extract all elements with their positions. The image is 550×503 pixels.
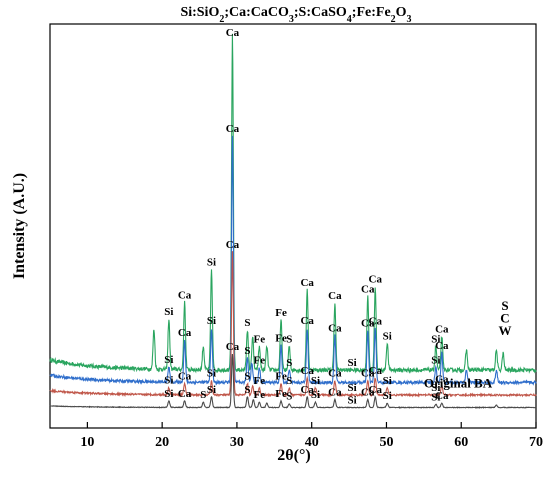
x-tick-label: 10 (80, 435, 94, 450)
peak-label: Si (207, 384, 216, 396)
series-name-label: W (499, 323, 512, 338)
series-name-label: S (501, 298, 508, 313)
peak-label: Ca (361, 318, 375, 330)
peak-label: Ca (369, 315, 383, 327)
peak-label: Si (207, 368, 216, 380)
peak-label: Si (431, 334, 440, 346)
peak-label: Si (164, 354, 173, 366)
peak-label: Fe (254, 355, 266, 367)
peak-label: Ca (300, 315, 314, 327)
peak-label: Si (164, 375, 173, 387)
peak-label: Ca (369, 365, 383, 377)
peak-label: Ca (361, 368, 375, 380)
y-axis-label: Intensity (A.U.) (11, 173, 28, 279)
peak-label: Si (164, 388, 173, 400)
peak-label: Si (431, 355, 440, 367)
peak-label: Ca (178, 327, 192, 339)
x-tick-label: 30 (230, 435, 244, 450)
peak-label: Fe (275, 388, 287, 400)
peak-label: Ca (226, 27, 240, 39)
peak-label: Ca (300, 384, 314, 396)
peak-label: Ca (300, 277, 314, 289)
peak-label: Ca (178, 370, 192, 382)
peak-label: S (200, 389, 206, 401)
peak-label: Si (164, 306, 173, 318)
peak-label: S (286, 391, 292, 403)
peak-label: Ca (328, 386, 342, 398)
peak-label: Fe (275, 371, 287, 383)
series-name-label: C (500, 311, 509, 326)
peak-label: Ca (226, 239, 240, 251)
peak-label: Ca (328, 290, 342, 302)
peak-label: Si (383, 375, 392, 387)
peak-label: Ca (300, 365, 314, 377)
peak-label: Ca (435, 324, 449, 336)
peak-label: Ca (328, 368, 342, 380)
series-line-original-ba (49, 353, 537, 409)
peak-label: Si (347, 382, 356, 394)
x-axis-label: 2θ(°) (277, 447, 310, 464)
peak-label: Si (207, 257, 216, 269)
x-tick-label: 50 (379, 435, 393, 450)
peak-label: S (244, 345, 250, 357)
peak-label: Ca (369, 273, 383, 285)
peak-label: Fe (254, 334, 266, 346)
peak-label: S (286, 357, 292, 369)
x-axis: 10 20 30 40 50 60 70 (80, 422, 543, 450)
peak-label: Si (207, 315, 216, 327)
peak-label: Ca (226, 341, 240, 353)
x-tick-label: 20 (155, 435, 169, 450)
x-tick-label: 60 (454, 435, 468, 450)
x-tick-label: 70 (529, 435, 543, 450)
peak-label: S (286, 375, 292, 387)
chart-title: Si:SiO2;Ca:CaCO3;S:CaSO4;Fe:Fe2O3 (180, 5, 411, 25)
series-line-w (49, 251, 537, 398)
peak-label: Si (431, 391, 440, 403)
peak-label: Ca (435, 373, 449, 385)
peak-label: Si (383, 330, 392, 342)
peak-label: Fe (275, 332, 287, 344)
peak-label: S (244, 371, 250, 383)
x-tick-label: 40 (305, 435, 319, 450)
peak-label: Ca (226, 123, 240, 135)
peak-label: Ca (361, 386, 375, 398)
peak-label: Ca (435, 390, 449, 402)
peak-label: S (244, 317, 250, 329)
peak-label: Fe (254, 375, 266, 387)
peak-label: Fe (275, 307, 287, 319)
peak-label: Ca (178, 290, 192, 302)
peak-label: Si (311, 375, 320, 387)
peak-label: Si (311, 389, 320, 401)
peak-label: S (244, 384, 250, 396)
peak-label: Fe (254, 389, 266, 401)
peak-label: Ca (178, 388, 192, 400)
peak-label: Ca (328, 323, 342, 335)
series-line-s (49, 33, 537, 374)
peak-label: Si (347, 394, 356, 406)
peak-label: S (286, 334, 292, 346)
peak-label: Ca (369, 384, 383, 396)
peak-label: Si (383, 390, 392, 402)
peak-label: Si (347, 357, 356, 369)
plot-frame (49, 23, 537, 429)
peak-label: Ca (361, 284, 375, 296)
peak-label: Ca (435, 340, 449, 352)
peak-label: Si (431, 382, 440, 394)
series-line-c (49, 135, 537, 387)
series-name-label: Original BA (424, 376, 493, 391)
